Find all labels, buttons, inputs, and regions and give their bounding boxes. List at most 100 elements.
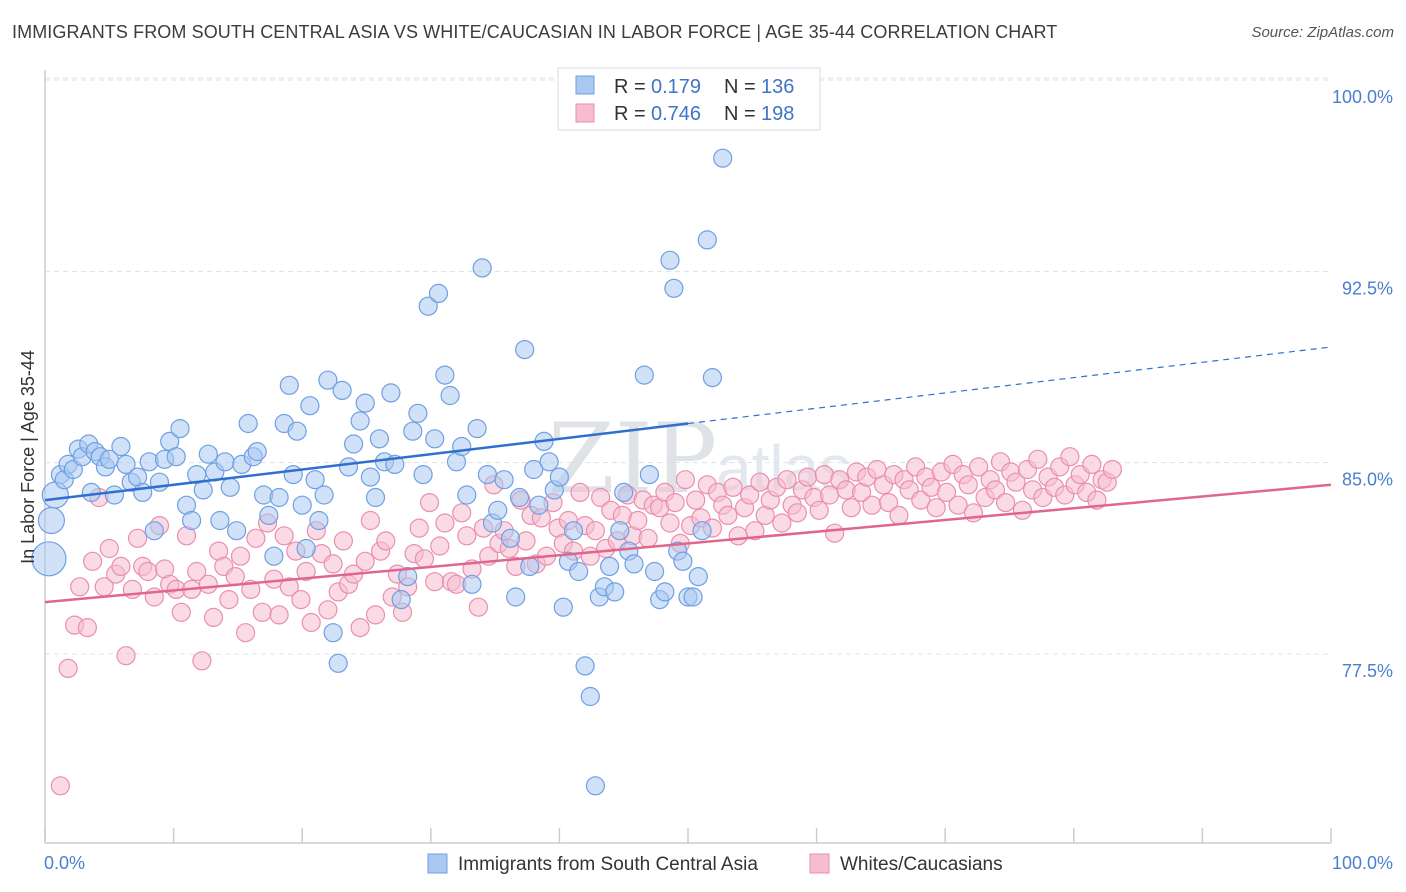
pink-point	[296, 561, 316, 582]
blue-point	[713, 148, 733, 168]
pink-point	[452, 503, 472, 523]
blue-point	[575, 656, 595, 676]
blue-point	[472, 258, 492, 278]
pink-point	[360, 510, 380, 531]
blue-point	[360, 467, 380, 487]
stats-r-label-pink: R =	[614, 103, 646, 125]
blue-point	[104, 485, 125, 505]
pink-point	[333, 531, 353, 551]
axes	[44, 70, 1332, 844]
blue-point	[655, 582, 675, 602]
pink-point	[301, 612, 321, 633]
legend-swatch-south-central-asia	[427, 853, 448, 874]
blue-point	[37, 506, 66, 535]
blue-point	[452, 436, 472, 457]
stats-r-value-blue: 0.179	[651, 76, 701, 98]
y-tick-label: 92.5%	[1342, 278, 1393, 298]
x-tick-labels: 0.0% 100.0%	[44, 853, 1393, 873]
blue-point	[166, 447, 186, 467]
pink-point	[419, 493, 440, 513]
y-axis-title: In Labor Force | Age 35-44	[18, 350, 38, 564]
blue-point	[269, 487, 289, 508]
pink-point	[948, 495, 968, 515]
pink-point	[797, 467, 818, 487]
pink-point	[291, 589, 311, 610]
stats-n-label-blue: N =	[724, 76, 756, 98]
blue-point	[238, 413, 258, 434]
pink-point	[77, 617, 98, 638]
pink-point	[246, 528, 266, 548]
pink-point	[628, 510, 648, 531]
pink-point	[686, 490, 706, 510]
blue-point	[580, 686, 600, 707]
blue-point	[198, 444, 218, 464]
whites-trend-line	[44, 483, 1332, 604]
blue-point	[309, 510, 329, 531]
blue-point	[292, 495, 312, 515]
pink-point	[58, 658, 78, 679]
blue-point	[398, 566, 418, 587]
blue-point	[624, 554, 644, 574]
pink-point	[728, 526, 748, 546]
pink-point	[889, 505, 909, 526]
pink-point	[269, 605, 289, 625]
stats-n-label-pink: N =	[724, 103, 756, 125]
pink-point	[230, 546, 251, 566]
pink-point	[660, 513, 680, 533]
pink-point	[414, 549, 434, 569]
blue-point	[215, 452, 235, 472]
blue-point	[539, 452, 559, 472]
pink-point	[718, 505, 738, 526]
pink-point	[225, 566, 245, 587]
pink-point	[128, 528, 148, 548]
pink-point	[841, 498, 861, 518]
blue-point	[529, 495, 549, 515]
pink-point	[985, 480, 1006, 500]
pink-point	[219, 589, 239, 610]
blue-point	[569, 561, 589, 582]
blue-point	[413, 465, 433, 485]
blue-point	[614, 482, 634, 502]
pink-point	[203, 607, 224, 628]
pink-point	[365, 605, 386, 625]
y-tick-label: 100.0%	[1332, 87, 1393, 107]
south-central-asia-trend-extension	[687, 346, 1332, 425]
pink-point	[111, 556, 131, 577]
blue-point	[563, 521, 584, 541]
blue-point	[524, 459, 544, 480]
pink-point	[862, 495, 882, 515]
legend-swatch-whites	[809, 853, 830, 874]
blue-point	[639, 465, 660, 485]
blue-point	[605, 582, 625, 602]
pink-point	[1082, 454, 1102, 474]
blue-point	[599, 556, 620, 577]
blue-point	[553, 597, 573, 617]
blue-point	[111, 436, 131, 457]
x-tick-label-max: 100.0%	[1332, 853, 1393, 873]
pink-point	[585, 521, 606, 541]
pink-point	[187, 561, 207, 582]
pink-point	[819, 485, 840, 505]
blue-point	[193, 480, 213, 500]
pink-point	[958, 475, 978, 495]
pink-point	[409, 518, 429, 538]
pink-point	[435, 513, 455, 533]
pink-point	[936, 482, 957, 502]
blue-point	[692, 521, 712, 541]
blue-point	[381, 383, 401, 403]
blue-point	[264, 546, 284, 566]
pink-point	[236, 623, 256, 643]
pink-point	[318, 600, 338, 620]
pink-point	[70, 577, 90, 597]
stats-r-value-pink: 0.746	[651, 103, 701, 125]
pink-point	[745, 521, 765, 541]
pink-point	[116, 646, 136, 666]
blue-point	[428, 283, 449, 303]
pink-point	[570, 482, 590, 502]
pink-point	[1028, 449, 1048, 469]
pink-point	[968, 457, 989, 477]
whites-caucasians-points	[50, 447, 1123, 796]
blue-point	[220, 477, 240, 497]
south-central-asia-trend-line	[44, 422, 689, 502]
